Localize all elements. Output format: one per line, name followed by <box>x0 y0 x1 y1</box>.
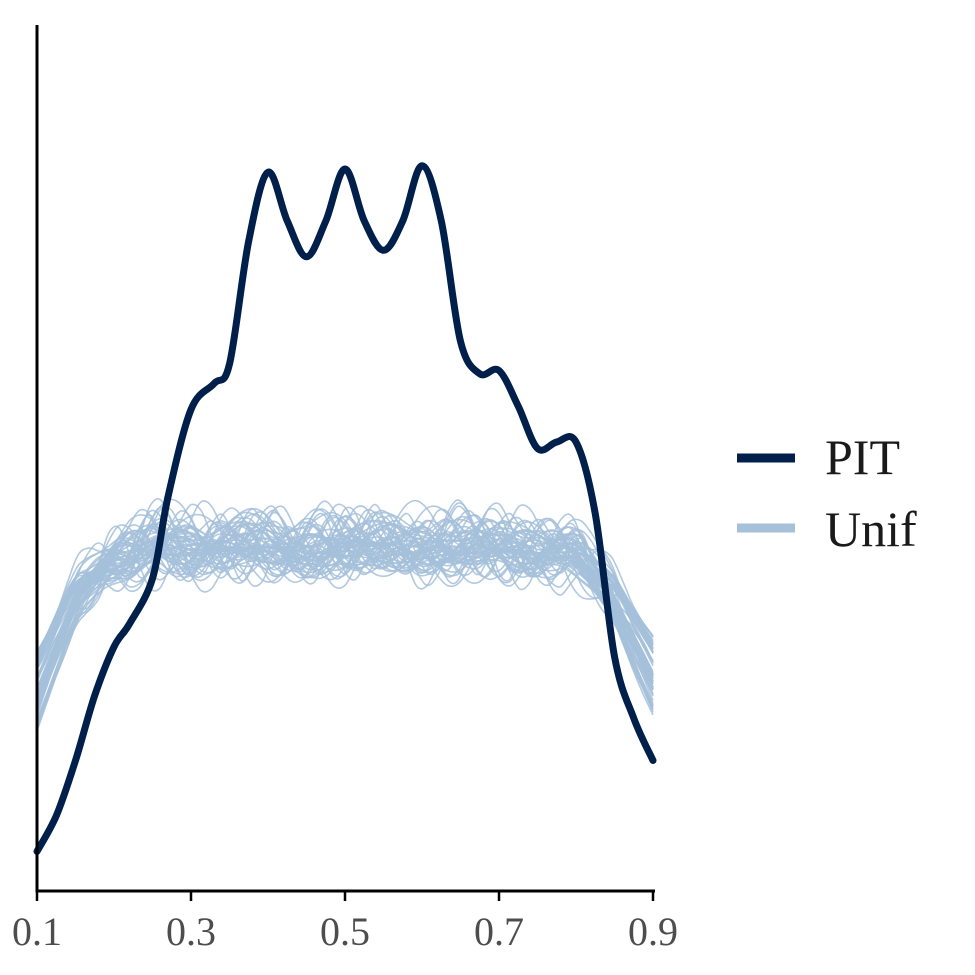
x-tick-label: 0.5 <box>320 909 370 954</box>
legend-label-unif: Unif <box>825 501 917 557</box>
x-tick-label: 0.1 <box>12 909 62 954</box>
unif-curve <box>36 532 654 679</box>
unif-curve <box>36 523 654 729</box>
unif-curve <box>36 537 654 721</box>
unif-curve <box>36 500 654 671</box>
unif-curve <box>36 544 654 665</box>
x-tick-label: 0.7 <box>474 909 524 954</box>
axes <box>35 25 655 893</box>
legend: PIT Unif <box>737 429 917 557</box>
unif-curve <box>36 512 654 693</box>
unif-curve <box>36 502 654 679</box>
x-tick-label: 0.3 <box>166 909 216 954</box>
unif-series-group <box>36 498 654 732</box>
legend-label-pit: PIT <box>825 429 900 485</box>
unif-curve <box>36 503 654 701</box>
pit-curve <box>33 162 657 855</box>
unif-curve <box>36 535 654 727</box>
pit-series-group <box>33 162 657 855</box>
unif-curve <box>36 508 654 717</box>
x-tick-label: 0.9 <box>628 909 678 954</box>
x-ticks: 0.1 0.3 0.5 0.7 0.9 <box>12 891 678 954</box>
